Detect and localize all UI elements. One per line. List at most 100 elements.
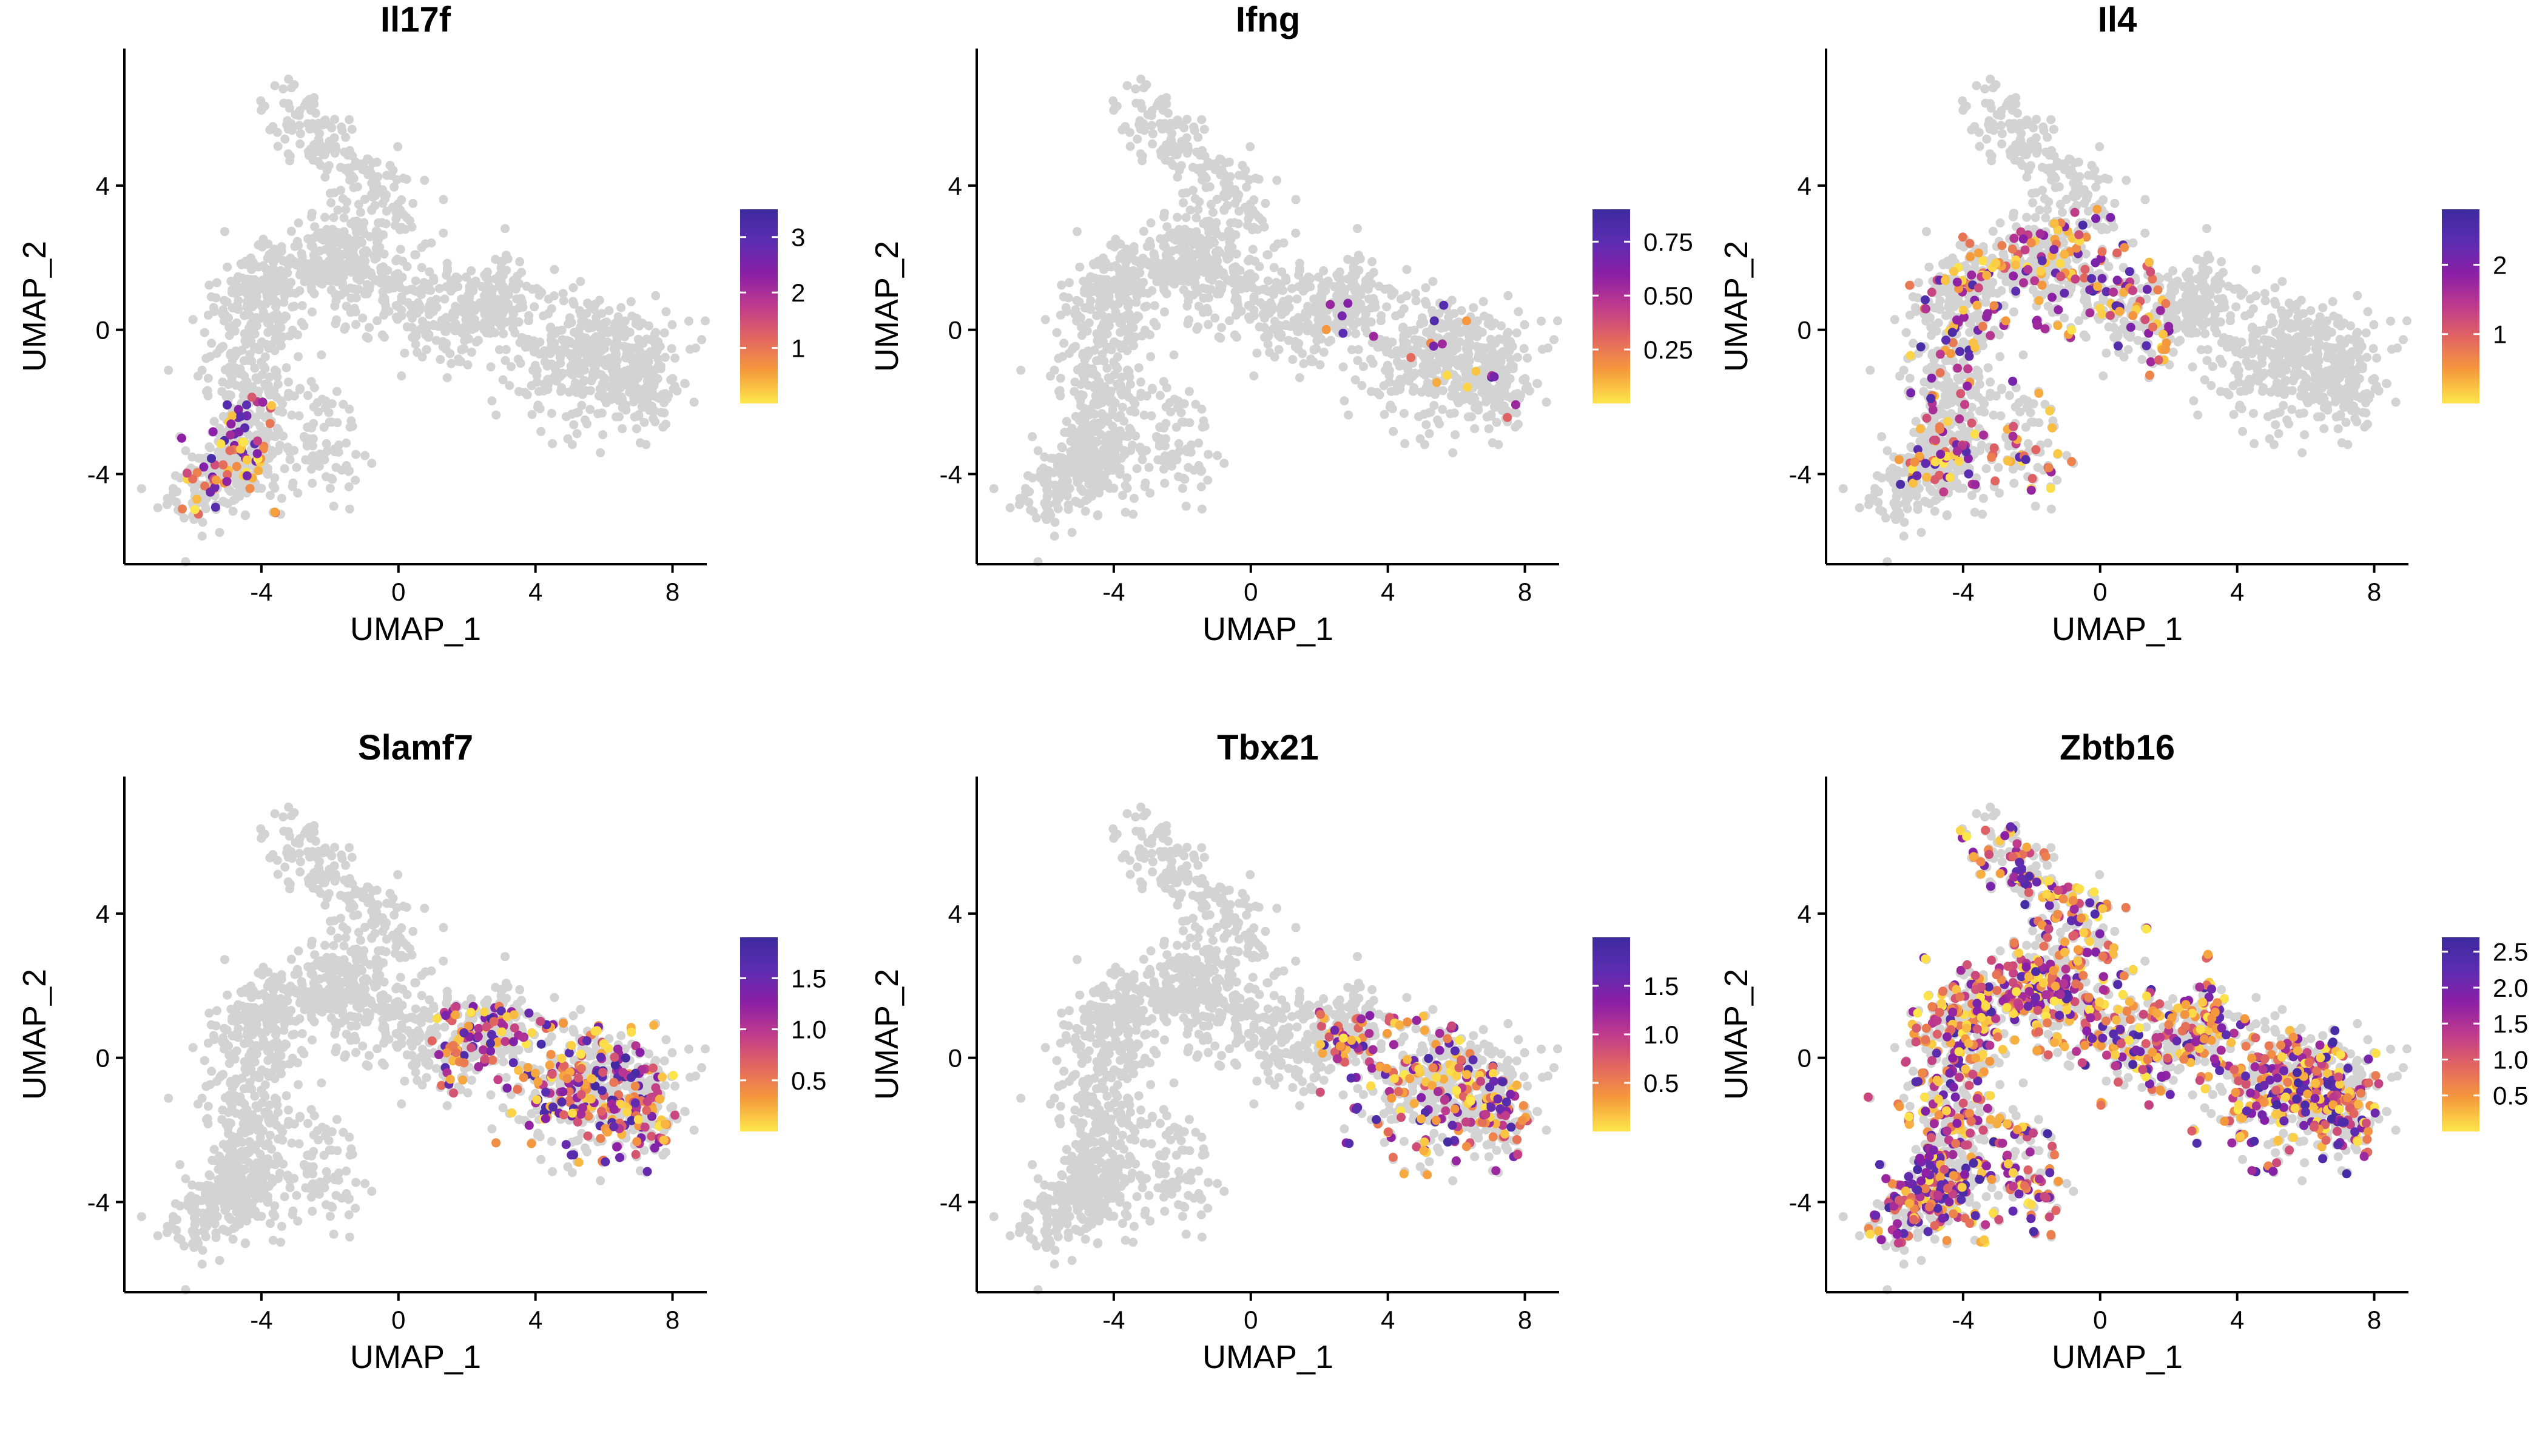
- data-point-unexpressed: [320, 212, 330, 222]
- data-point-unexpressed: [451, 319, 460, 329]
- data-point-unexpressed: [351, 450, 361, 459]
- data-point-unexpressed: [377, 186, 387, 195]
- y-tick-label: -4: [87, 460, 110, 488]
- data-point-unexpressed: [1497, 365, 1507, 374]
- data-point-unexpressed: [263, 411, 273, 420]
- data-point-unexpressed: [629, 366, 638, 376]
- data-point-unexpressed: [1905, 374, 1915, 383]
- data-point-unexpressed: [1083, 434, 1093, 443]
- data-point-unexpressed: [356, 207, 365, 217]
- data-point-unexpressed: [232, 349, 241, 359]
- data-point-unexpressed: [697, 335, 706, 345]
- data-point-unexpressed: [701, 316, 710, 326]
- data-point-unexpressed: [1409, 383, 1419, 393]
- data-point-unexpressed: [296, 263, 306, 272]
- data-point-expressing: [1321, 325, 1331, 334]
- data-point-unexpressed: [391, 214, 401, 224]
- data-point-unexpressed: [360, 229, 369, 238]
- data-point-unexpressed: [308, 479, 317, 488]
- data-point-unexpressed: [1153, 455, 1163, 465]
- data-point-unexpressed: [1899, 517, 1909, 527]
- data-point-unexpressed: [1429, 400, 1439, 410]
- data-point-expressing: [216, 439, 226, 449]
- data-point-unexpressed: [1145, 237, 1154, 246]
- data-point-unexpressed: [514, 386, 524, 396]
- data-point-unexpressed: [257, 242, 267, 252]
- data-point-unexpressed: [209, 307, 219, 316]
- data-point-unexpressed: [1553, 316, 1562, 326]
- data-point-unexpressed: [1162, 93, 1171, 103]
- data-point-unexpressed: [1343, 255, 1353, 264]
- data-point-unexpressed: [1162, 275, 1172, 284]
- data-point-expressing: [1471, 366, 1481, 376]
- data-point-unexpressed: [1198, 308, 1208, 317]
- data-point-unexpressed: [1449, 388, 1458, 397]
- data-point-unexpressed: [1895, 371, 1904, 381]
- data-point-unexpressed: [1920, 496, 1929, 506]
- data-point-unexpressed: [508, 323, 517, 333]
- data-point-unexpressed: [255, 410, 265, 419]
- data-point-unexpressed: [1269, 263, 1279, 272]
- data-point-unexpressed: [332, 228, 342, 237]
- data-point-unexpressed: [1542, 397, 1551, 407]
- data-point-unexpressed: [308, 242, 317, 252]
- data-point-unexpressed: [408, 198, 418, 208]
- data-point-unexpressed: [1287, 284, 1296, 294]
- data-point-expressing: [258, 397, 268, 407]
- data-point-unexpressed: [1532, 379, 1542, 388]
- data-point-unexpressed: [423, 304, 433, 314]
- data-point-unexpressed: [263, 328, 273, 337]
- data-point-unexpressed: [277, 341, 286, 351]
- data-point-unexpressed: [402, 175, 411, 184]
- data-point-unexpressed: [211, 293, 221, 303]
- data-point-unexpressed: [1983, 363, 1993, 372]
- data-point-unexpressed: [1068, 431, 1078, 440]
- data-point-unexpressed: [1204, 161, 1214, 170]
- data-point-unexpressed: [411, 340, 420, 349]
- data-point-unexpressed: [2017, 160, 2027, 170]
- data-point-unexpressed: [345, 504, 354, 514]
- data-point-unexpressed: [270, 327, 280, 337]
- data-point-unexpressed: [2009, 212, 2018, 221]
- data-point-unexpressed: [209, 417, 219, 426]
- data-point-unexpressed: [1189, 122, 1199, 132]
- data-point-unexpressed: [193, 371, 203, 381]
- data-point-unexpressed: [1196, 482, 1206, 491]
- data-point-unexpressed: [1171, 233, 1181, 243]
- data-point-unexpressed: [272, 372, 282, 382]
- data-point-unexpressed: [442, 373, 452, 383]
- legend-tick-label: 1: [791, 334, 805, 363]
- data-point-unexpressed: [228, 507, 238, 516]
- data-point-unexpressed: [1294, 271, 1304, 280]
- data-point-unexpressed: [345, 466, 354, 476]
- data-point-unexpressed: [1129, 341, 1139, 351]
- data-point-unexpressed: [344, 482, 354, 491]
- data-point-unexpressed: [1134, 312, 1144, 322]
- data-point-unexpressed: [1913, 505, 1923, 514]
- data-point-unexpressed: [1974, 372, 1984, 382]
- data-point-unexpressed: [339, 213, 349, 223]
- data-point-unexpressed: [244, 292, 254, 302]
- data-point-unexpressed: [354, 200, 363, 209]
- data-point-unexpressed: [1025, 487, 1034, 496]
- data-point-unexpressed: [530, 302, 539, 312]
- data-point-unexpressed: [1156, 261, 1165, 271]
- data-point-unexpressed: [1155, 391, 1165, 400]
- data-point-unexpressed: [263, 463, 272, 473]
- data-point-unexpressed: [1402, 291, 1411, 301]
- data-point-unexpressed: [1178, 484, 1187, 493]
- data-point-unexpressed: [327, 399, 337, 408]
- data-point-unexpressed: [324, 408, 334, 417]
- data-point-unexpressed: [295, 139, 305, 149]
- data-point-unexpressed: [292, 237, 302, 246]
- data-point-unexpressed: [1365, 271, 1375, 281]
- data-point-unexpressed: [1953, 465, 1963, 475]
- data-point-unexpressed: [238, 484, 248, 493]
- data-point-unexpressed: [2029, 141, 2038, 150]
- data-point-unexpressed: [1290, 342, 1300, 351]
- data-point-unexpressed: [1488, 438, 1497, 448]
- data-point-unexpressed: [306, 106, 315, 115]
- data-point-unexpressed: [656, 362, 666, 371]
- data-point-unexpressed: [1324, 337, 1333, 347]
- data-point-unexpressed: [584, 300, 594, 310]
